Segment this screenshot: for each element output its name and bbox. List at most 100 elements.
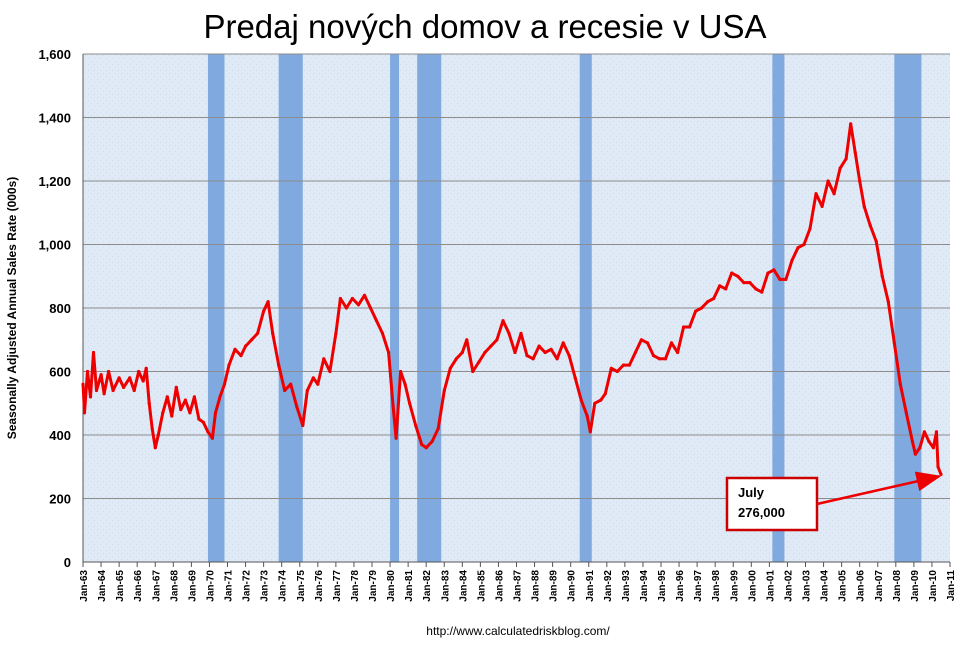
data-point xyxy=(454,357,458,361)
data-point xyxy=(368,306,373,310)
x-tick-label: Jan-99 xyxy=(729,570,740,602)
data-point xyxy=(844,157,848,161)
data-point xyxy=(150,427,154,431)
x-tick-label: Jan-81 xyxy=(404,570,415,602)
x-tick-label: Jan-92 xyxy=(603,570,614,602)
data-point xyxy=(430,439,434,443)
data-point xyxy=(399,369,403,374)
data-point xyxy=(137,369,141,374)
data-point xyxy=(931,446,936,450)
data-point xyxy=(826,179,830,183)
data-point xyxy=(256,331,260,335)
data-point xyxy=(599,398,603,402)
data-point xyxy=(387,350,391,355)
data-point xyxy=(593,401,597,405)
data-point xyxy=(772,268,776,272)
data-point xyxy=(790,258,794,262)
data-point xyxy=(495,338,499,342)
x-tick-label: Jan-76 xyxy=(314,570,325,602)
data-point xyxy=(161,411,165,415)
data-point xyxy=(531,357,535,361)
data-point xyxy=(676,350,680,355)
annotation-text: July xyxy=(738,485,765,500)
data-point xyxy=(477,360,481,364)
x-tick-label: Jan-84 xyxy=(458,570,469,602)
data-point xyxy=(730,271,734,275)
data-point xyxy=(657,357,662,361)
data-point xyxy=(262,309,266,313)
data-point xyxy=(784,277,788,281)
x-tick-label: Jan-94 xyxy=(639,570,650,602)
data-point xyxy=(609,366,613,370)
data-point xyxy=(555,357,559,361)
data-point xyxy=(334,331,338,335)
x-tick-label: Jan-93 xyxy=(621,570,632,602)
data-point xyxy=(99,373,103,377)
data-point xyxy=(939,472,943,476)
data-point xyxy=(663,357,668,361)
y-tick-label: 1,000 xyxy=(38,238,71,253)
data-point xyxy=(736,274,740,278)
x-tick-label: Jan-64 xyxy=(97,570,108,602)
data-point xyxy=(192,395,196,399)
x-tick-label: Jan-83 xyxy=(440,570,451,602)
data-point xyxy=(305,388,309,393)
data-point xyxy=(742,281,746,285)
data-point xyxy=(913,452,918,456)
y-tick-label: 800 xyxy=(49,301,71,316)
x-tick-label: Jan-85 xyxy=(476,570,487,602)
x-tick-label: Jan-91 xyxy=(585,570,596,602)
data-point xyxy=(853,150,857,154)
data-point xyxy=(904,411,908,415)
source-url: http://www.calculatedriskblog.com/ xyxy=(426,624,610,638)
y-tick-labels: 0 200 400 600 800 1,000 1,200 1,400 1,600 xyxy=(38,47,71,570)
data-point xyxy=(910,439,915,443)
x-tick-label: Jan-90 xyxy=(567,570,578,602)
y-axis-label: Seasonally Adjusted Annual Sales Rate (0… xyxy=(5,177,19,440)
x-tick-label: Jan-01 xyxy=(765,570,776,602)
data-point xyxy=(579,398,583,402)
data-point xyxy=(227,363,231,367)
data-point xyxy=(808,227,812,231)
data-point xyxy=(886,300,890,304)
data-point xyxy=(694,309,698,313)
data-point xyxy=(301,423,305,428)
data-point xyxy=(588,430,592,434)
data-point xyxy=(244,344,248,348)
data-point xyxy=(814,192,818,196)
data-point xyxy=(81,382,85,386)
y-tick-label: 200 xyxy=(49,492,71,507)
data-point xyxy=(537,344,541,348)
data-point xyxy=(519,331,523,335)
data-point xyxy=(880,274,884,278)
data-point xyxy=(88,395,93,399)
data-point xyxy=(197,417,201,421)
x-tick-label: Jan-82 xyxy=(422,570,433,602)
x-tick-label: Jan-06 xyxy=(856,570,867,602)
data-point xyxy=(460,350,464,355)
data-point xyxy=(424,446,428,450)
data-point xyxy=(338,296,342,301)
y-tick-label: 1,200 xyxy=(38,174,71,189)
data-point xyxy=(328,369,332,374)
data-point xyxy=(448,366,452,370)
x-tick-label: Jan-75 xyxy=(296,570,307,602)
x-tick-label: Jan-87 xyxy=(513,570,524,602)
x-tick-label: Jan-65 xyxy=(115,570,126,602)
x-tick-label: Jan-73 xyxy=(260,570,271,602)
data-point xyxy=(174,385,178,389)
data-point xyxy=(936,465,940,469)
data-point xyxy=(858,179,862,183)
data-point xyxy=(344,306,348,310)
y-tick-label: 600 xyxy=(49,365,71,380)
data-point xyxy=(465,338,469,342)
data-point xyxy=(420,442,424,447)
x-tick-label: Jan-80 xyxy=(386,570,397,602)
data-point xyxy=(712,296,716,301)
data-point xyxy=(222,382,227,386)
x-tick-labels: Jan-63 Jan-64 Jan-65 Jan-66 Jan-67 Jan-68 Jan-… xyxy=(79,562,957,602)
data-point xyxy=(621,363,626,367)
data-point xyxy=(934,430,939,434)
x-tick-label: Jan-72 xyxy=(242,570,253,602)
annotation-text: 276,000 xyxy=(738,505,785,520)
